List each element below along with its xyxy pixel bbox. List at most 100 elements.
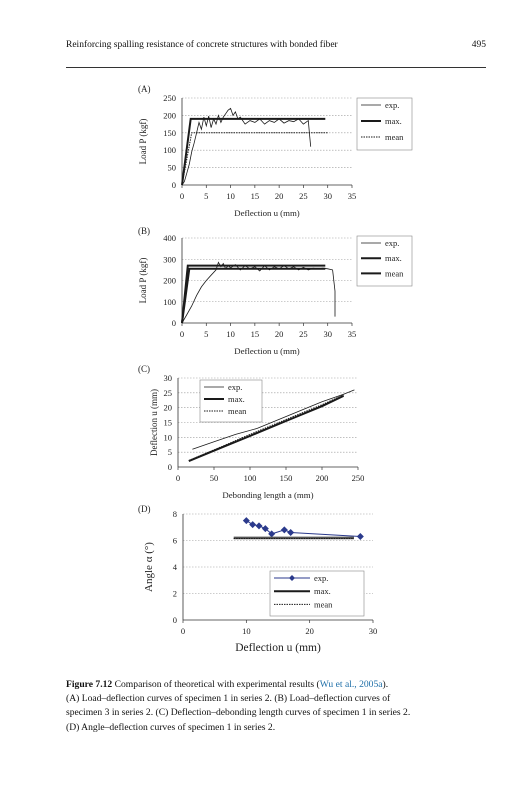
panel-a-label: (A) [138, 84, 151, 94]
panel-a-xtick-label: 35 [348, 191, 357, 201]
panel-a-xtick-label: 25 [299, 191, 308, 201]
panel-a-ytick-label: 50 [168, 163, 177, 173]
panel-c-ytick-label: 5 [168, 447, 172, 457]
panel-b-xtick-label: 0 [180, 329, 184, 339]
panel-d-marker-point [280, 526, 288, 534]
panel-b-xtick-label: 30 [323, 329, 332, 339]
panel-d-marker-point [287, 529, 295, 537]
panel-b-xtick-label: 5 [204, 329, 208, 339]
caption-label: Figure 7.12 [66, 679, 113, 690]
panel-a-ytick-label: 200 [163, 110, 176, 120]
panel-b-label: (B) [138, 226, 150, 236]
panel-a-xtick-label: 30 [323, 191, 332, 201]
panel-d-ytick-label: 6 [173, 536, 177, 546]
panel-c-xtick-label: 100 [244, 473, 257, 483]
panel-b-xtick-label: 35 [348, 329, 357, 339]
panel-b-xtick-label: 20 [275, 329, 284, 339]
panel-d-marker-point [268, 530, 276, 538]
panel-c-y-axis-title: Deflection u (mm) [149, 389, 159, 456]
caption-citation-link[interactable]: Wu et al., 2005a [319, 679, 383, 690]
panel-a-legend-label: max. [385, 116, 402, 126]
panel-d-legend-label: exp. [314, 573, 328, 583]
panel-d-ytick-label: 2 [173, 589, 177, 599]
panel-a-xtick-label: 0 [180, 191, 184, 201]
panel-c-legend-label: max. [228, 394, 245, 404]
panel-c-ytick-label: 0 [168, 462, 172, 472]
panel-c-series-mean-line [188, 394, 344, 461]
panel-d-marker-point [249, 521, 257, 529]
panel-d-label: (D) [138, 504, 151, 514]
panel-a-xtick-label: 5 [204, 191, 208, 201]
panel-c-ytick-label: 15 [164, 418, 173, 428]
panel-a-xtick-label: 20 [275, 191, 284, 201]
panel-a-legend-label: exp. [385, 100, 399, 110]
panel-b-xtick-label: 25 [299, 329, 308, 339]
panel-d-legend-label: max. [314, 586, 331, 596]
panel-d-legend-marker [289, 575, 295, 581]
panel-c-xtick-label: 0 [176, 473, 180, 483]
panel-b-ytick-label: 100 [163, 297, 176, 307]
panel-a-xtick-label: 10 [226, 191, 235, 201]
caption-line-4: (D) Angle–deflection curves of specimen … [66, 721, 276, 733]
figure-caption: Figure 7.12 Comparison of theoretical wi… [66, 678, 486, 735]
panel-c-label: (C) [138, 364, 150, 374]
panel-b-ytick-label: 300 [163, 254, 176, 264]
panel-a-series-exp-line [181, 107, 312, 186]
panel-b-legend-label: mean [385, 268, 404, 278]
panel-d-marker-point [255, 522, 263, 530]
panel-d-xtick-label: 10 [242, 626, 251, 636]
panel-a-ytick-label: 100 [163, 145, 176, 155]
panel-b-legend-label: max. [385, 253, 402, 263]
panel-b-y-axis-title: Load P (kgf) [138, 258, 148, 304]
panel-d-y-axis-title: Angle α (°) [143, 542, 155, 592]
panel-c-legend-label: mean [228, 406, 247, 416]
panel-d-xtick-label: 30 [369, 626, 378, 636]
panel-a-ytick-label: 0 [172, 180, 176, 190]
panel-c-ytick-label: 30 [164, 373, 173, 383]
panel-a-xtick-label: 15 [251, 191, 260, 201]
panel-a-series-max-line [181, 117, 326, 186]
panel-d-xtick-label: 20 [305, 626, 314, 636]
panel-d-ytick-label: 4 [173, 562, 178, 572]
panel-b-series-max-line [181, 264, 326, 324]
panel-b-legend-box [356, 235, 413, 287]
caption-line-2: (A) Load–deflection curves of specimen 1… [66, 693, 391, 705]
caption-intro-end: ). [382, 679, 389, 690]
page-number: 495 [471, 40, 486, 50]
panel-d-xtick-label: 0 [181, 626, 185, 636]
panel-c-series-exp-line [192, 389, 355, 450]
panel-d-x-axis-title: Deflection u (mm) [235, 642, 321, 654]
panel-a-ytick-label: 150 [163, 128, 176, 138]
panel-b-xtick-label: 15 [251, 329, 260, 339]
caption-line-1: Figure 7.12 Comparison of theoretical wi… [66, 678, 486, 692]
panel-b-xtick-label: 10 [226, 329, 235, 339]
panel-d-marker-point [242, 517, 250, 525]
panel-d-ytick-label: 0 [173, 615, 177, 625]
running-header: Reinforcing spalling resistance of concr… [66, 40, 486, 56]
caption-intro: Comparison of theoretical with experimen… [114, 679, 320, 690]
header-rule [66, 67, 486, 68]
panel-c-xtick-label: 150 [280, 473, 293, 483]
panel-b-ytick-label: 400 [163, 233, 176, 243]
panel-d-legend-label: mean [314, 599, 333, 609]
panel-c-xtick-label: 200 [316, 473, 329, 483]
panel-c-xtick-label: 250 [352, 473, 365, 483]
panel-c-xtick-label: 50 [210, 473, 219, 483]
caption-line-3: specimen 3 in series 2. (C) Deflection–d… [66, 707, 411, 719]
panel-c-ytick-label: 10 [164, 432, 173, 442]
panel-b-series-mean-line [181, 267, 326, 324]
running-title: Reinforcing spalling resistance of concr… [66, 40, 338, 50]
panel-a-legend-box [356, 97, 413, 151]
panel-c-legend-label: exp. [228, 382, 242, 392]
panel-c-x-axis-title: Debonding length a (mm) [222, 490, 313, 500]
panel-d-marker-point [261, 525, 269, 533]
panel-a-ytick-label: 250 [163, 93, 176, 103]
panel-a-series-mean-line [181, 132, 328, 186]
panel-d-marker-point [356, 533, 364, 541]
panel-c-ytick-label: 25 [164, 388, 173, 398]
panel-d-ytick-label: 8 [173, 509, 177, 519]
panel-a-x-axis-title: Deflection u (mm) [234, 208, 300, 218]
panel-b-series-exp-line [181, 261, 336, 324]
panel-b-x-axis-title: Deflection u (mm) [234, 346, 300, 356]
